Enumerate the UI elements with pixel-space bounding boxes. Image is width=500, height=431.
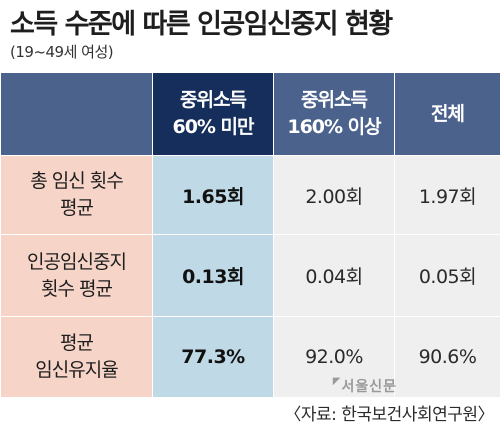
table-cell: 0.05회 <box>394 234 500 317</box>
column-header-low-income: 중위소득 60% 미만 <box>152 72 274 156</box>
table-cell: 1.97회 <box>394 155 500 235</box>
column-header-label: 중위소득 60% 미만 <box>172 89 254 138</box>
column-header-total: 전체 <box>394 72 500 156</box>
source-note: 〈자료: 한국보건사회연구원〉 <box>284 405 494 425</box>
table-row: 평균 임신유지율 77.3% 92.0% 90.6% <box>0 316 500 398</box>
newspaper-logo: ◤서울신문 <box>332 376 397 395</box>
table-cell: 90.6% <box>394 316 500 398</box>
row-label: 평균 임신유지율 <box>0 316 153 398</box>
data-table: 중위소득 60% 미만 중위소득 160% 이상 전체 총 임신 횟수 평균 1… <box>0 72 500 398</box>
header-corner <box>0 72 153 156</box>
table-cell: 77.3% <box>152 316 274 398</box>
column-header-label: 전체 <box>431 102 465 125</box>
table-cell: 1.65회 <box>152 155 274 235</box>
table-row: 인공임신중지 횟수 평균 0.13회 0.04회 0.05회 <box>0 234 500 317</box>
page-subtitle: (19~49세 여성) <box>10 43 114 61</box>
table-cell: 92.0% <box>273 316 395 398</box>
page-title: 소득 수준에 따른 인공임신중지 현황 <box>10 9 393 40</box>
row-label: 인공임신중지 횟수 평균 <box>0 234 153 317</box>
column-header-high-income: 중위소득 160% 이상 <box>273 72 395 156</box>
logo-mark-icon: ◤ <box>332 376 342 387</box>
table-row: 총 임신 횟수 평균 1.65회 2.00회 1.97회 <box>0 155 500 235</box>
table-cell: 2.00회 <box>273 155 395 235</box>
column-header-label: 중위소득 160% 이상 <box>287 89 381 138</box>
row-label: 총 임신 횟수 평균 <box>0 155 153 235</box>
table-header-row: 중위소득 60% 미만 중위소득 160% 이상 전체 <box>0 72 500 156</box>
table-cell: 0.13회 <box>152 234 274 317</box>
table-cell: 0.04회 <box>273 234 395 317</box>
